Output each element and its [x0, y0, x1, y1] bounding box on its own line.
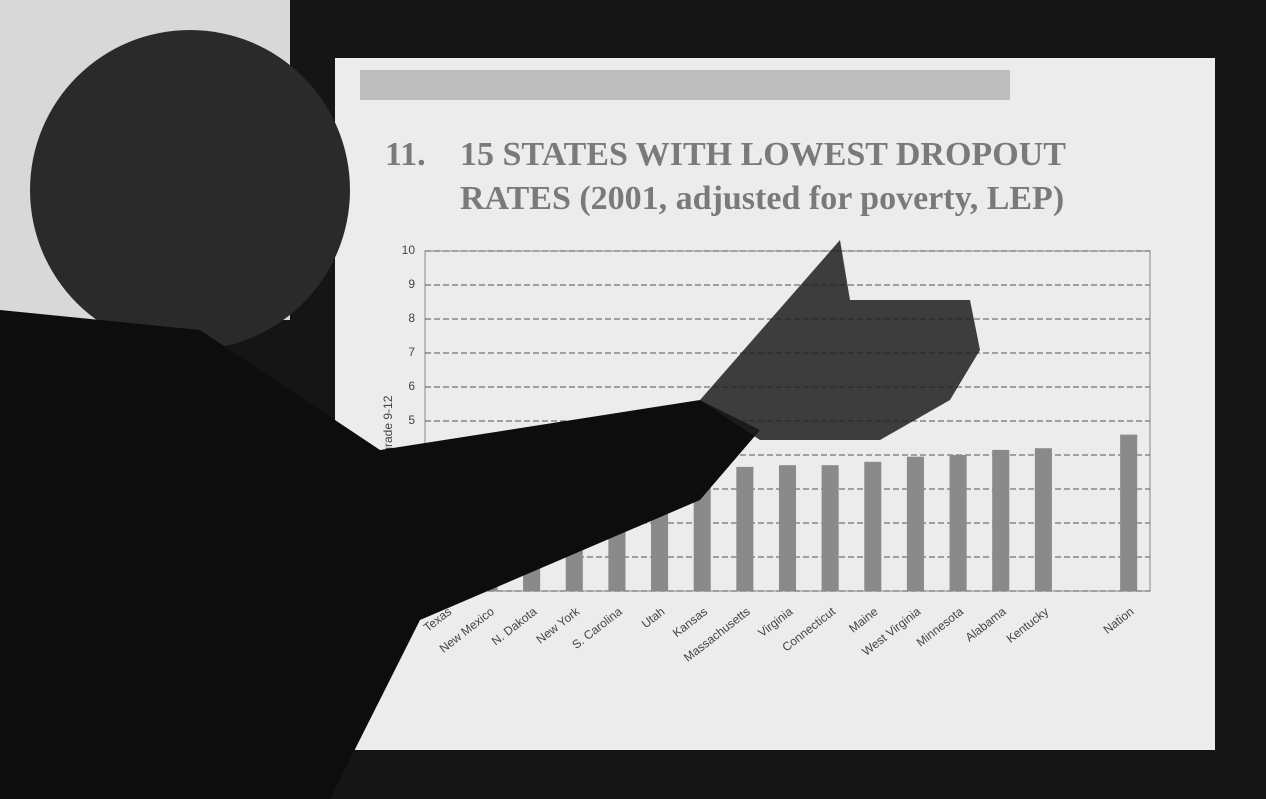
bar	[864, 461, 882, 591]
y-tick-label: 5	[408, 413, 415, 427]
bar	[949, 455, 967, 591]
head	[30, 30, 350, 350]
y-tick-label: 6	[408, 379, 415, 393]
bar	[693, 472, 711, 591]
y-tick-label: 10	[402, 243, 416, 257]
bar	[736, 466, 754, 591]
bar	[778, 465, 797, 591]
hand	[700, 240, 980, 440]
bar	[1120, 434, 1138, 591]
bar	[1034, 448, 1052, 591]
slide-title: 15 STATES WITH LOWEST DROPOUT RATES (2001…	[460, 136, 1066, 217]
bar	[906, 456, 924, 591]
bar	[992, 449, 1010, 591]
y-tick-label: 9	[408, 277, 415, 291]
bar	[821, 465, 839, 591]
presenter	[0, 30, 980, 799]
y-tick-label: 7	[408, 345, 415, 359]
body	[0, 310, 760, 799]
y-tick-label: 8	[408, 311, 415, 325]
slide-banner	[360, 70, 1010, 100]
slide-number: 11.	[385, 136, 426, 173]
title-group: 15 STATES WITH LOWEST DROPOUT RATES (2001…	[460, 136, 1066, 217]
